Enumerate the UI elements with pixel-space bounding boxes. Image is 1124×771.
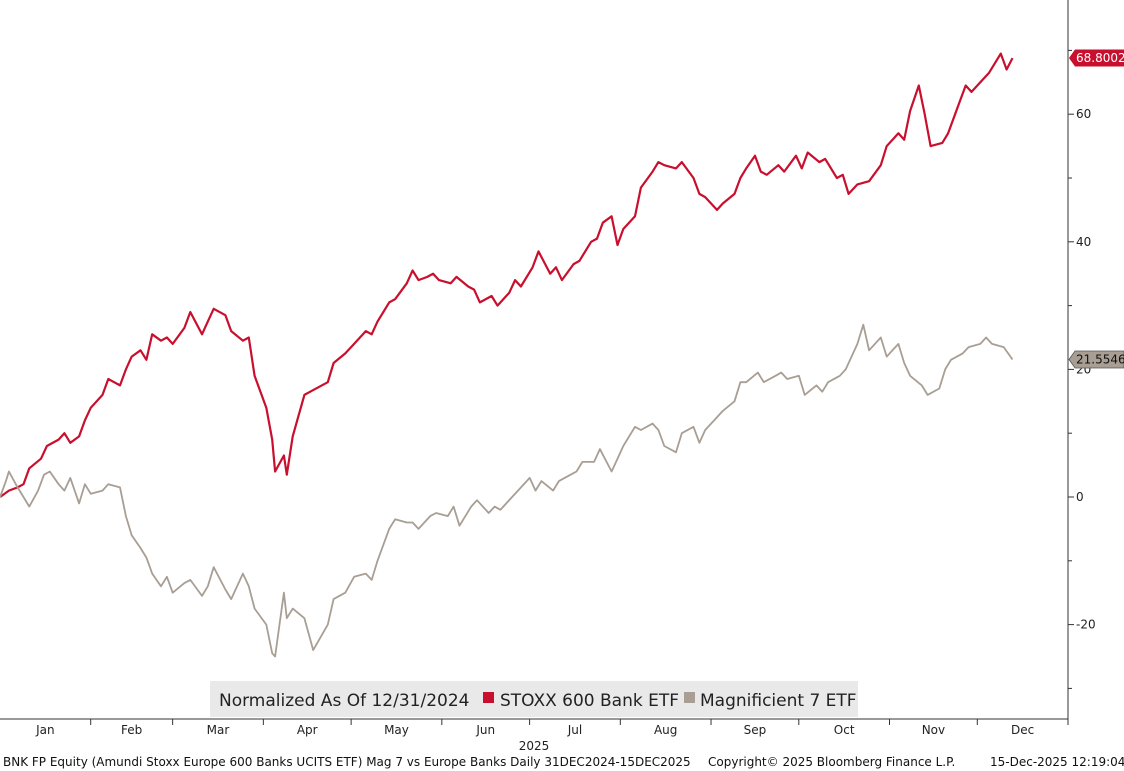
- last-value-tags: 68.8002 21.5546: [1068, 49, 1124, 369]
- footer-timestamp: 15-Dec-2025 12:19:04: [990, 755, 1124, 769]
- x-tick-label: May: [384, 723, 409, 737]
- x-tick-label: Dec: [1011, 723, 1034, 737]
- legend-label-0: STOXX 600 Bank ETF: [500, 691, 679, 711]
- legend: Normalized As Of 12/31/2024 STOXX 600 Ban…: [210, 681, 858, 717]
- last-value-label-0: 68.8002: [1076, 51, 1124, 65]
- legend-swatch-1: [684, 692, 695, 703]
- x-tick-label: Apr: [297, 723, 318, 737]
- x-tick-label: Jun: [475, 723, 495, 737]
- x-tick-label: Sep: [744, 723, 767, 737]
- x-year-label: 2025: [519, 739, 550, 752]
- series-layer: [0, 52, 1014, 658]
- x-tick-label: Nov: [922, 723, 945, 737]
- line-chart: Jan Feb Mar Apr May Jun Jul Aug Sep Oct Nov Dec 2025…: [0, 0, 1124, 752]
- legend-swatch-0: [483, 692, 494, 703]
- x-axis: Jan Feb Mar Apr May Jun Jul Aug Sep Oct Nov Dec 2025: [0, 718, 1069, 752]
- series-line-1: [0, 323, 1014, 658]
- legend-label-1: Magnificient 7 ETF: [700, 691, 857, 711]
- footer-source: BNK FP Equity (Amundi Stoxx Europe 600 B…: [3, 755, 691, 769]
- footer-copyright: Copyright© 2025 Bloomberg Finance L.P.: [708, 755, 956, 769]
- x-tick-label: Oct: [834, 723, 855, 737]
- x-tick-label: Jul: [567, 723, 582, 737]
- series-line-0: [0, 52, 1014, 498]
- last-value-label-1: 21.5546: [1076, 353, 1124, 367]
- last-value-tag-1: [1068, 350, 1124, 369]
- x-tick-label: Aug: [654, 723, 677, 737]
- legend-box: [210, 681, 858, 717]
- legend-title: Normalized As Of 12/31/2024: [219, 691, 469, 711]
- last-value-tag-0: [1069, 49, 1124, 67]
- x-tick-label: Jan: [35, 723, 55, 737]
- y-tick-label: -20: [1076, 618, 1096, 632]
- y-tick-label: 0: [1076, 490, 1084, 504]
- x-tick-label: Mar: [207, 723, 230, 737]
- y-tick-label: 40: [1076, 235, 1091, 249]
- x-tick-label: Feb: [121, 723, 142, 737]
- y-tick-label: 60: [1076, 107, 1091, 121]
